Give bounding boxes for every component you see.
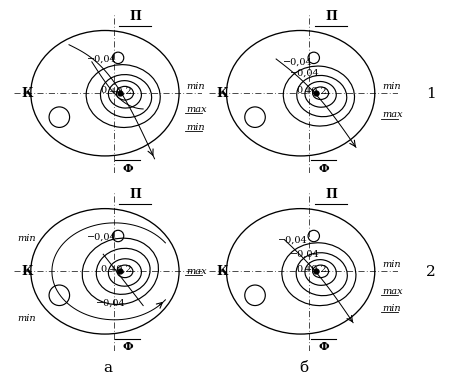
Text: min: min: [382, 260, 401, 269]
Text: П: П: [325, 10, 337, 23]
Text: −0,04: −0,04: [96, 298, 126, 307]
Text: −0,04: −0,04: [87, 55, 117, 63]
Text: Ф: Ф: [122, 163, 133, 174]
Text: min: min: [186, 82, 205, 91]
Text: −0,04: −0,04: [290, 69, 319, 78]
Text: min: min: [18, 234, 36, 243]
Text: К: К: [217, 265, 228, 278]
Text: 0: 0: [100, 265, 106, 274]
Text: 1: 1: [426, 87, 436, 101]
Text: min: min: [382, 82, 401, 91]
Text: +0,2: +0,2: [108, 265, 132, 274]
Text: Ф: Ф: [318, 163, 329, 174]
Text: −0,04: −0,04: [290, 250, 319, 259]
Text: −0,04: −0,04: [278, 236, 308, 244]
Text: П: П: [325, 188, 337, 201]
Text: min: min: [186, 123, 205, 132]
Text: min: min: [18, 314, 36, 323]
Text: Ф: Ф: [318, 342, 329, 352]
Text: Ф: Ф: [122, 342, 133, 352]
Text: max: max: [186, 267, 207, 276]
Text: −0,04: −0,04: [87, 233, 117, 242]
Text: К: К: [21, 265, 32, 278]
Text: max: max: [382, 110, 403, 120]
Text: +0,2: +0,2: [304, 86, 328, 95]
Text: +0,2: +0,2: [304, 265, 328, 274]
Text: +0,2: +0,2: [108, 86, 132, 95]
Text: П: П: [129, 10, 141, 23]
Text: К: К: [217, 87, 228, 100]
Text: 0: 0: [100, 86, 106, 95]
Text: а: а: [103, 361, 112, 375]
Text: 0: 0: [296, 86, 302, 95]
Text: max: max: [186, 105, 207, 114]
Text: min: min: [382, 304, 401, 313]
Text: 2: 2: [426, 265, 436, 279]
Text: П: П: [129, 188, 141, 201]
Text: К: К: [21, 87, 32, 100]
Text: max: max: [382, 287, 403, 296]
Text: 0: 0: [296, 265, 302, 274]
Text: −0,04: −0,04: [283, 57, 313, 66]
Text: б: б: [299, 361, 308, 375]
